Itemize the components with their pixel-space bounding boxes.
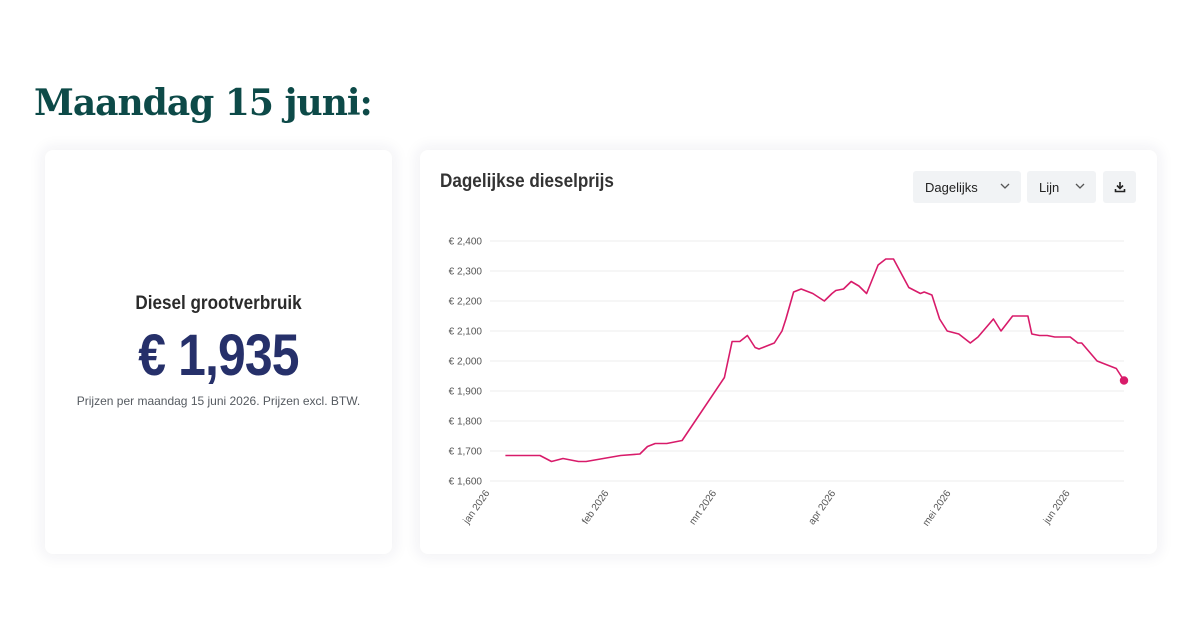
- chart-type-select[interactable]: Lijn: [1027, 171, 1096, 203]
- interval-select-value: Dagelijks: [925, 179, 978, 195]
- chevron-down-icon: [1000, 183, 1010, 189]
- x-tick-label: apr 2026: [807, 488, 839, 527]
- y-tick-label: € 1,700: [449, 447, 483, 458]
- y-tick-label: € 2,400: [449, 237, 483, 248]
- y-tick-label: € 1,800: [449, 417, 483, 428]
- x-tick-label: jan 2026: [461, 488, 493, 527]
- y-tick-label: € 1,900: [449, 387, 483, 398]
- series-line: [505, 258, 1125, 463]
- chart-title: Dagelijkse dieselprijs: [440, 171, 614, 192]
- x-tick-label: jun 2026: [1041, 488, 1073, 527]
- last-point-marker: [1119, 376, 1129, 385]
- chart-card: Dagelijkse dieselprijs Dagelijks Lijn € …: [420, 150, 1157, 554]
- chart-type-select-value: Lijn: [1039, 179, 1060, 195]
- summary-label: Diesel grootverbruik: [135, 293, 302, 314]
- interval-select[interactable]: Dagelijks: [913, 171, 1021, 203]
- y-tick-label: € 2,200: [449, 297, 483, 308]
- summary-price: € 1,935: [138, 323, 299, 388]
- y-tick-label: € 1,600: [449, 477, 483, 488]
- y-tick-label: € 2,100: [449, 327, 483, 338]
- download-button[interactable]: [1103, 171, 1136, 203]
- price-chart: € 1,600 € 1,700 € 1,800 € 1,900 € 2,000 € 2,1…: [449, 237, 1129, 528]
- x-tick-label: mei 2026: [921, 488, 954, 528]
- x-tick-label: feb 2026: [580, 488, 612, 527]
- download-icon: [1114, 182, 1125, 193]
- summary-note: Prijzen per maandag 15 juni 2026. Prijze…: [76, 394, 361, 408]
- page-title: Maandag 15 juni:: [34, 82, 373, 124]
- summary-card: Diesel grootverbruik € 1,935 Prijzen per…: [45, 150, 392, 554]
- y-tick-label: € 2,000: [449, 357, 483, 368]
- y-tick-label: € 2,300: [449, 267, 483, 278]
- chevron-down-icon: [1075, 183, 1085, 189]
- x-tick-label: mrt 2026: [688, 488, 720, 527]
